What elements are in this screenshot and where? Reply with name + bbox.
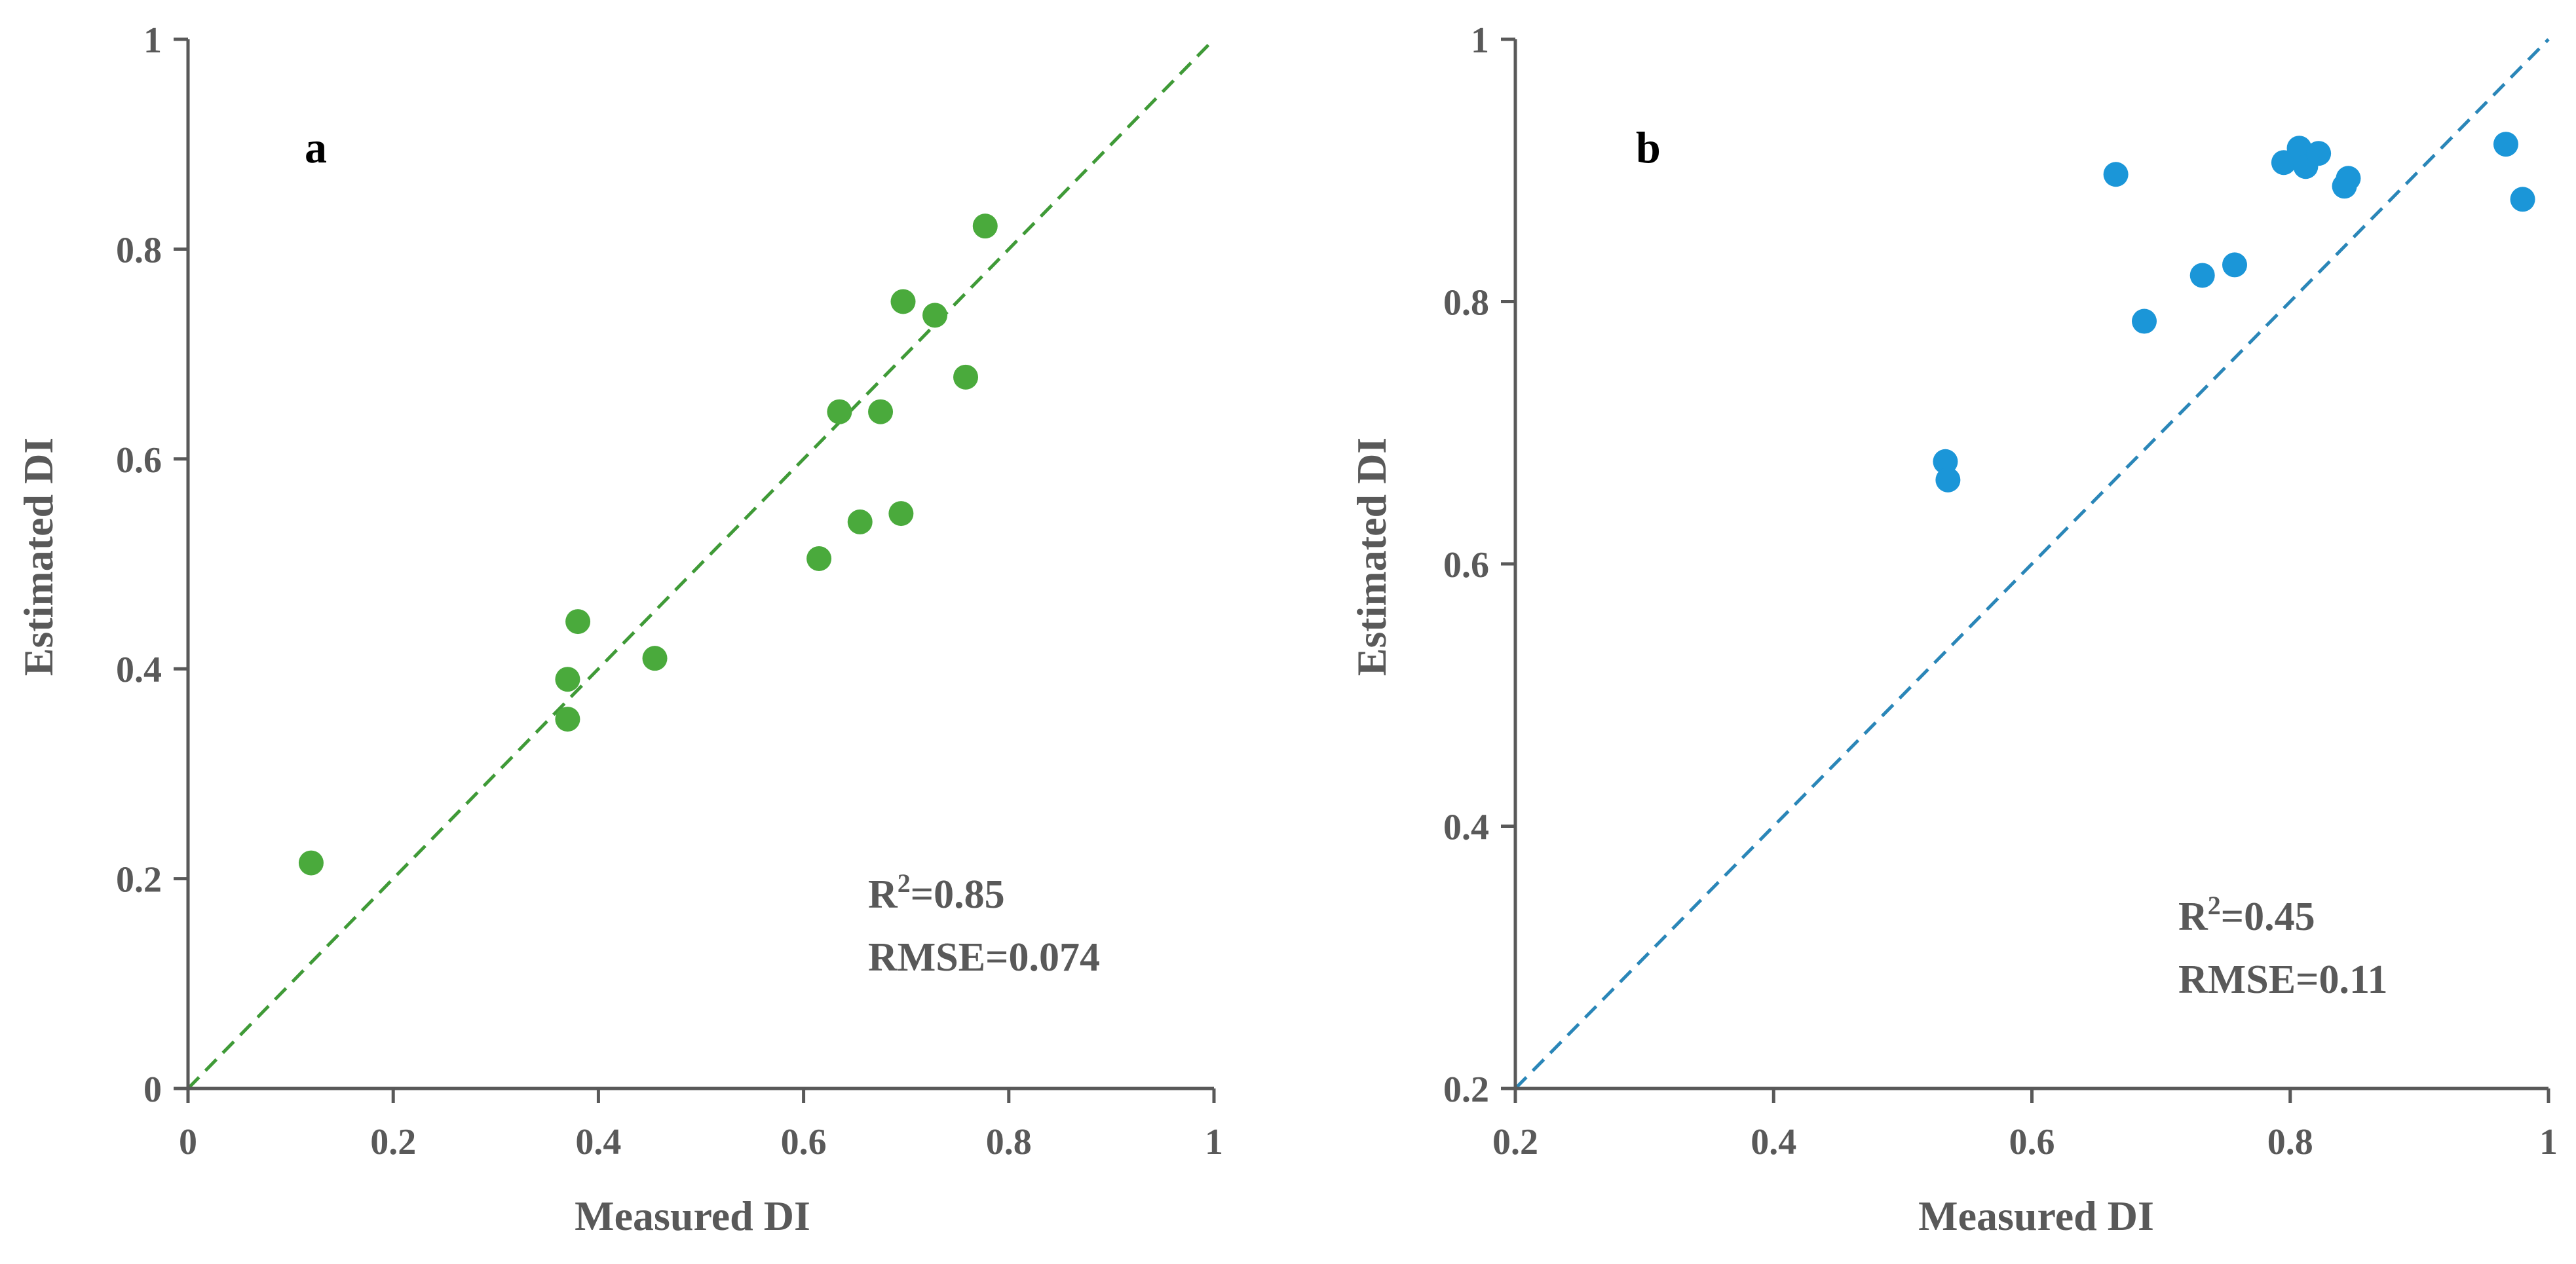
panel-a-y-tick-label: 0.8	[116, 230, 162, 270]
panel-b-data-point	[1935, 467, 1961, 493]
panel-b-x-tick-label: 0.8	[2267, 1122, 2313, 1162]
panel-a-xlabel: Measured DI	[575, 1193, 810, 1239]
panel-a-rmse: RMSE=0.074	[868, 935, 1100, 980]
panel-b-data-point	[2189, 263, 2215, 288]
panel-a-data-point	[847, 509, 873, 534]
panel-b-x-tick-label: 1	[2539, 1122, 2558, 1162]
panel-b-x-tick-label: 0.4	[1751, 1122, 1796, 1162]
panel-a-y-tick-label: 1	[143, 20, 162, 61]
panel-b-ylabel: Estimated DI	[1348, 437, 1395, 676]
panel-b-data-point	[2103, 162, 2129, 187]
panel-a-y-tick-label: 0	[143, 1069, 162, 1110]
panel-a-data-point	[888, 501, 914, 527]
panel-a-x-tick-label: 0	[179, 1122, 197, 1162]
panel-b-ticks: 0.2 0.4 0.6 0.8 1 0.2 0.4 0.6 0.8 1	[1443, 20, 2558, 1162]
panel-a-y-tick-label: 0.6	[116, 440, 162, 481]
panel-a-data-point	[972, 214, 998, 239]
panel-a-ticks: 0 0.2 0.4 0.6 0.8 1 0 0.2 0.4 0.6 0.8 1	[116, 20, 1223, 1162]
panel-b-y-tick-label: 0.2	[1443, 1069, 1489, 1110]
panel-a-x-tick-label: 0.2	[370, 1122, 416, 1162]
panel-a-data-point	[642, 646, 668, 671]
panel-a-data-point	[565, 609, 591, 635]
panel-b-points	[1933, 132, 2535, 493]
panel-a-data-point	[953, 364, 979, 390]
panel-a-label: a	[305, 122, 327, 172]
panel-a-y-tick-label: 0.2	[116, 860, 162, 901]
panel-a-y-tick-label: 0.4	[116, 650, 162, 690]
panel-b-y-tick-label: 1	[1471, 20, 1489, 61]
panel-a-data-point	[298, 850, 324, 876]
panel-b-data-point	[2306, 141, 2332, 166]
panel-b-x-tick-label: 0.6	[2009, 1122, 2055, 1162]
panel-a: 0 0.2 0.4 0.6 0.8 1 0 0.2 0.4 0.6 0.8 1 a R2=0.85 R…	[15, 20, 1223, 1239]
panel-b-xlabel: Measured DI	[1918, 1193, 2154, 1239]
panel-b-data-point	[2336, 166, 2361, 191]
panel-b-data-point	[2131, 308, 2157, 334]
panel-a-data-point	[555, 667, 580, 692]
panel-a-data-point	[922, 303, 948, 328]
panel-a-points	[298, 214, 998, 876]
panel-b-r2: R2=0.45	[2178, 891, 2315, 939]
panel-b-label: b	[1636, 122, 1661, 172]
panel-a-x-tick-label: 0.8	[986, 1122, 1032, 1162]
panel-a-x-tick-label: 1	[1205, 1122, 1223, 1162]
panel-a-ylabel: Estimated DI	[15, 437, 62, 676]
panel-a-data-point	[555, 707, 580, 732]
panel-a-data-point	[868, 399, 894, 424]
panel-a-data-point	[890, 289, 916, 314]
panel-b-data-point	[2493, 132, 2518, 157]
panel-b-data-point	[1933, 449, 1958, 474]
panel-b-rmse: RMSE=0.11	[2178, 957, 2388, 1002]
panel-b-y-tick-label: 0.6	[1443, 545, 1489, 586]
panel-b-y-tick-label: 0.8	[1443, 283, 1489, 324]
panel-b-x-tick-label: 0.2	[1492, 1122, 1538, 1162]
panel-b-y-tick-label: 0.4	[1443, 808, 1489, 848]
panel-b-reference-line	[1514, 38, 2550, 1090]
panel-a-x-tick-label: 0.4	[575, 1122, 621, 1162]
panel-a-x-tick-label: 0.6	[781, 1122, 827, 1162]
panel-b-data-point	[2222, 252, 2247, 278]
panel-a-data-point	[827, 399, 852, 424]
panel-a-reference-line	[187, 38, 1215, 1090]
panel-b: 0.2 0.4 0.6 0.8 1 0.2 0.4 0.6 0.8 1 b R2=0.45 RMS…	[1348, 20, 2558, 1239]
panel-a-data-point	[806, 546, 832, 571]
panel-a-r2: R2=0.85	[868, 868, 1005, 917]
panel-b-data-point	[2510, 187, 2535, 212]
